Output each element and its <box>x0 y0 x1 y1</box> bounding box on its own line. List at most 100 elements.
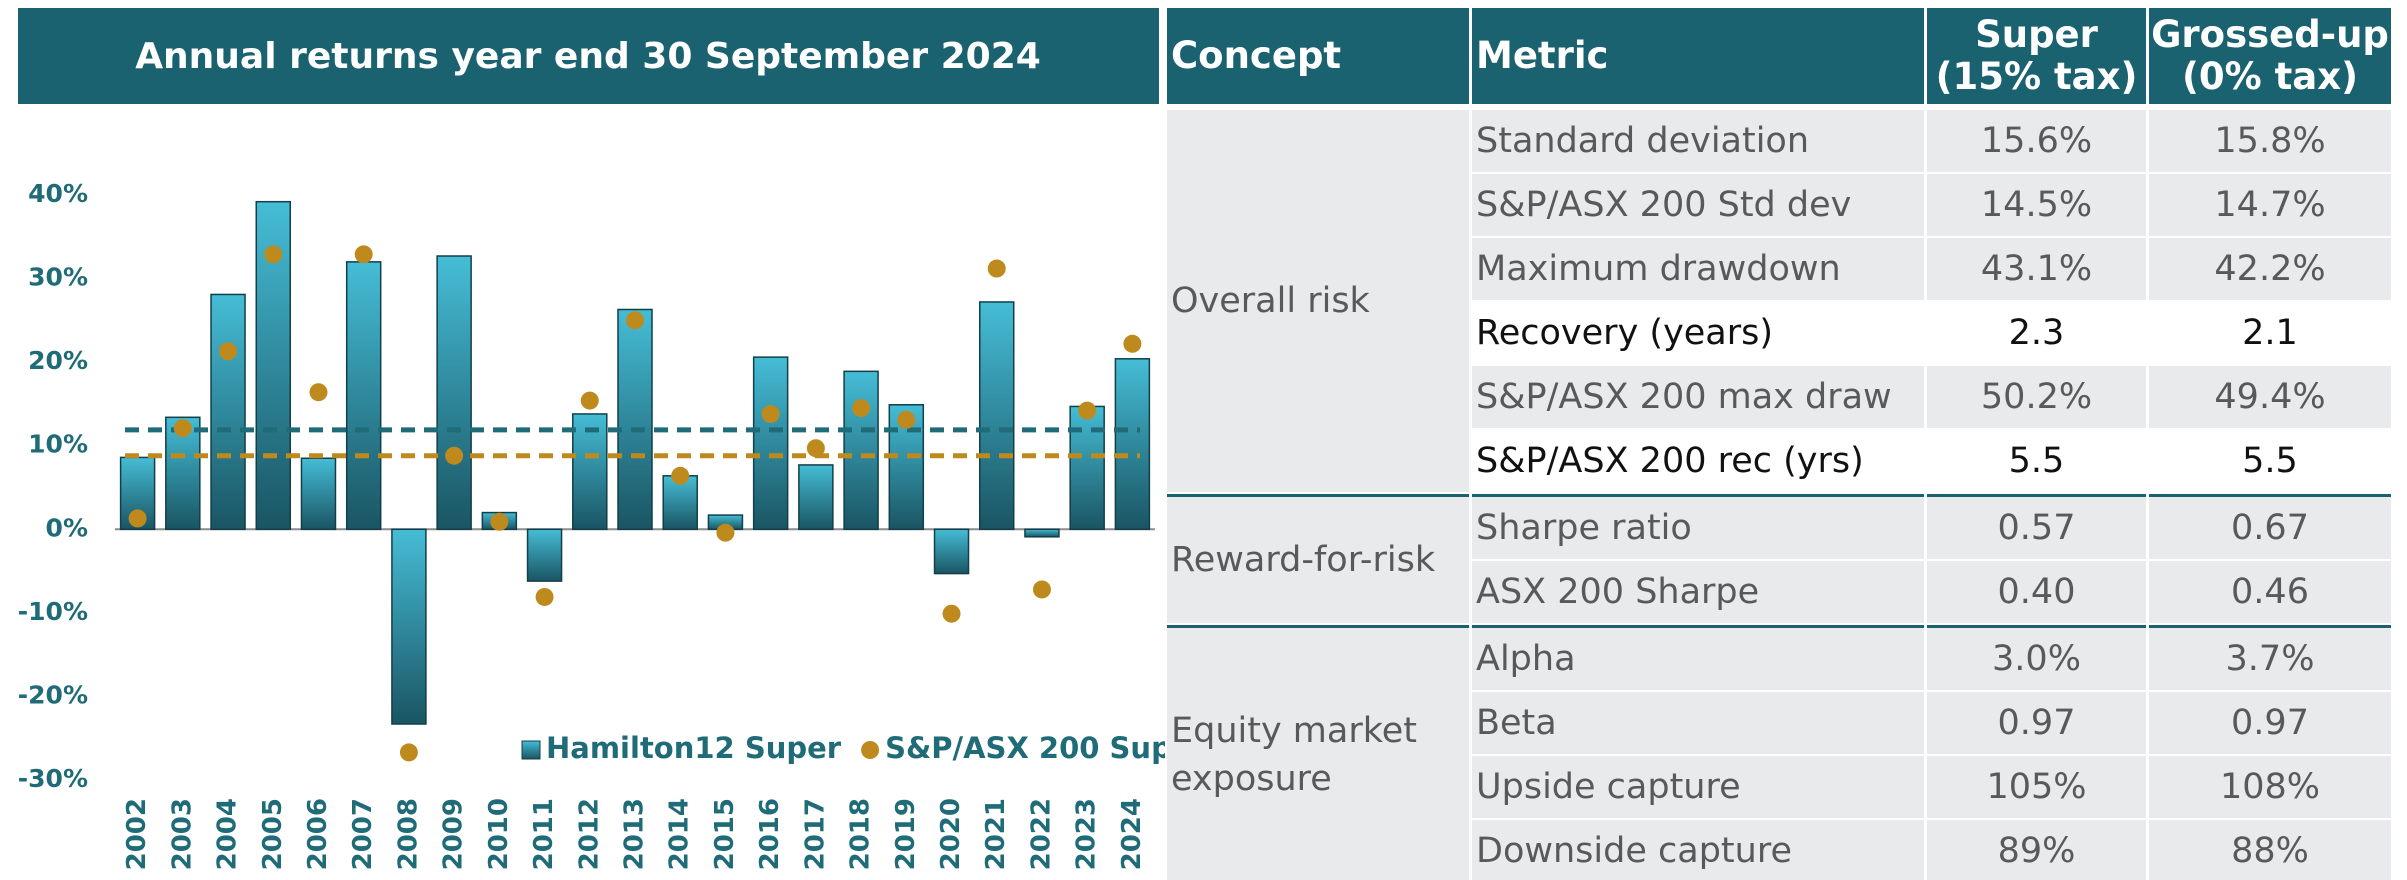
dot <box>535 587 554 606</box>
dot <box>806 439 825 458</box>
value-cell: 15.8% <box>2149 110 2391 172</box>
legend-label: Hamilton12 Super <box>546 731 842 765</box>
dot <box>1032 580 1051 599</box>
x-tick-label: 2022 <box>1026 798 1056 870</box>
dot <box>942 604 961 623</box>
dot <box>445 446 464 465</box>
dot <box>716 523 735 542</box>
concept-cell: Reward-for-risk <box>1167 494 1469 623</box>
bar <box>1114 358 1151 531</box>
metric-cell: S&P/ASX 200 rec (yrs) <box>1472 430 1924 492</box>
value-cell: 3.0% <box>1927 625 2146 690</box>
dot <box>987 259 1006 278</box>
x-tick-label: 2005 <box>258 798 288 870</box>
dot <box>580 391 599 410</box>
x-tick-label: 2002 <box>122 798 152 870</box>
bar <box>843 370 879 531</box>
metric-cell: Alpha <box>1472 625 1924 690</box>
bar <box>345 261 382 531</box>
x-tick-label: 2013 <box>620 798 650 870</box>
value-cell: 2.1 <box>2149 302 2391 364</box>
x-tick-label: 2021 <box>981 798 1011 870</box>
value-cell: 0.97 <box>1927 692 2146 754</box>
dot <box>309 383 328 402</box>
x-tick-label: 2010 <box>484 798 514 870</box>
y-tick-label: 30% <box>28 263 88 292</box>
x-tick-label: 2024 <box>1117 798 1147 870</box>
bar <box>978 301 1015 531</box>
y-tick-label: 20% <box>28 346 88 375</box>
metric-cell: Sharpe ratio <box>1472 494 1924 559</box>
concept-cell: Equity market exposure <box>1167 625 1469 880</box>
bar <box>1024 528 1060 538</box>
metric-cell: S&P/ASX 200 Std dev <box>1472 174 1924 236</box>
value-cell: 2.3 <box>1927 302 2146 364</box>
value-cell: 0.57 <box>1927 494 2146 559</box>
value-cell: 42.2% <box>2149 238 2391 300</box>
value-cell: 3.7% <box>2149 625 2391 690</box>
dot <box>671 466 690 485</box>
metric-cell: S&P/ASX 200 max draw <box>1472 366 1924 428</box>
metric-cell: Standard deviation <box>1472 110 1924 172</box>
bar <box>1069 405 1105 531</box>
metric-cell: Maximum drawdown <box>1472 238 1924 300</box>
bar <box>210 293 246 531</box>
bar <box>300 457 337 531</box>
x-tick-label: 2020 <box>936 798 966 870</box>
x-tick-label: 2015 <box>710 798 740 870</box>
table: Concept Metric Super (15% tax) Grossed-up (0%… <box>1167 8 2391 880</box>
x-tick-label: 2019 <box>891 798 921 870</box>
value-cell: 0.40 <box>1927 561 2146 623</box>
x-tick-label: 2006 <box>303 798 333 870</box>
value-cell: 5.5 <box>1927 430 2146 492</box>
dot <box>852 399 871 418</box>
value-cell: 0.97 <box>2149 692 2391 754</box>
bar <box>391 528 427 725</box>
value-cell: 15.6% <box>1927 110 2146 172</box>
value-cell: 50.2% <box>1927 366 2146 428</box>
chart: Annual returns year end 30 September 202… <box>18 8 1165 870</box>
legend-label: S&P/ASX 200 Super <box>885 731 1165 765</box>
y-tick-label: 10% <box>28 430 88 459</box>
dot <box>626 311 644 330</box>
title-band <box>18 8 1159 104</box>
y-tick-label: 0% <box>46 513 88 542</box>
legend-swatch <box>861 741 880 759</box>
value-cell: 108% <box>2149 756 2391 818</box>
bar <box>752 356 789 531</box>
dot <box>490 512 509 531</box>
header-cell: Concept <box>1167 8 1469 104</box>
value-cell: 43.1% <box>1927 238 2146 300</box>
x-tick-label: 2012 <box>574 798 604 870</box>
value-cell: 105% <box>1927 756 2146 818</box>
x-tick-label: 2018 <box>846 798 876 870</box>
x-tick-label: 2008 <box>393 798 423 870</box>
bar <box>798 464 834 531</box>
y-tick-label: 40% <box>28 179 88 208</box>
header-line: Super <box>1975 13 2098 56</box>
x-tick-label: 2004 <box>213 798 243 870</box>
x-tick-label: 2017 <box>800 798 830 870</box>
y-tick-label: -20% <box>18 680 88 709</box>
x-tick-label: 2009 <box>439 798 469 870</box>
value-cell: 89% <box>1927 820 2146 880</box>
header-cell: Grossed-up (0% tax) <box>2149 8 2391 104</box>
metric-cell: ASX 200 Sharpe <box>1472 561 1924 623</box>
bar <box>436 255 472 531</box>
legend-swatch <box>521 740 541 760</box>
x-tick-label: 2011 <box>529 798 559 870</box>
dot <box>1123 334 1142 353</box>
bar <box>933 528 970 575</box>
header-cell: Super (15% tax) <box>1927 8 2146 104</box>
dot <box>264 245 283 264</box>
metric-cell: Downside capture <box>1472 820 1924 880</box>
value-cell: 14.7% <box>2149 174 2391 236</box>
header-line: (15% tax) <box>1935 55 2138 98</box>
header-line: (0% tax) <box>2181 55 2359 98</box>
bar <box>572 413 608 531</box>
header-line: Grossed-up <box>2151 13 2389 56</box>
dot <box>399 743 418 762</box>
metric-cell: Upside capture <box>1472 756 1924 818</box>
x-tick-label: 2003 <box>167 798 197 870</box>
dot <box>897 410 916 429</box>
